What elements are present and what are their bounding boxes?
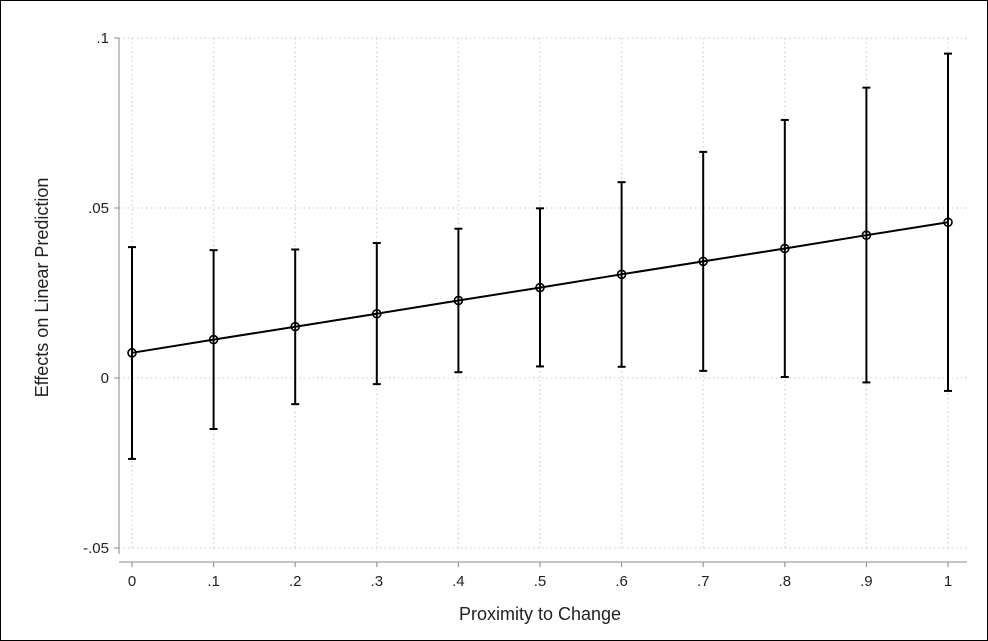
- data-point: [698, 256, 709, 267]
- x-axis-title: Proximity to Change: [459, 604, 621, 624]
- y-axis-title: Effects on Linear Prediction: [32, 178, 52, 398]
- x-tick-label: 1: [944, 573, 952, 590]
- data-point: [861, 230, 872, 240]
- y-tick-label: .05: [88, 200, 109, 217]
- data-point: [616, 269, 627, 280]
- x-tick-label: .5: [534, 573, 547, 590]
- data-point: [290, 321, 301, 332]
- data-point-center: [130, 351, 134, 354]
- y-tick-label: 0: [101, 370, 109, 387]
- data-point: [535, 282, 545, 293]
- data-point-center: [294, 325, 297, 328]
- data-point-center: [375, 312, 378, 315]
- data-point: [208, 334, 219, 345]
- gridlines: [119, 37, 967, 549]
- data-point: [371, 308, 382, 319]
- data-point-center: [865, 234, 868, 237]
- x-tick-label: .8: [779, 573, 792, 590]
- data-point-center: [620, 273, 623, 276]
- x-tick-label: .3: [371, 573, 384, 590]
- axes: [114, 37, 967, 567]
- data-point: [779, 243, 790, 254]
- x-tick-label: .7: [697, 573, 710, 590]
- data-point-center: [946, 221, 950, 224]
- y-tick-label: .1: [96, 30, 109, 47]
- data-point-center: [538, 286, 542, 289]
- x-tick-label: .4: [452, 573, 465, 590]
- data-point: [453, 295, 464, 306]
- x-tick-label: .9: [860, 573, 873, 590]
- x-tick-label: .1: [207, 573, 220, 590]
- x-tick-label: 0: [128, 573, 136, 590]
- data-point: [127, 348, 137, 358]
- y-tick-label: -.05: [83, 540, 109, 557]
- data-point-center: [457, 299, 460, 302]
- data-point-center: [702, 260, 705, 263]
- data-point: [943, 217, 953, 228]
- data-point-center: [212, 338, 215, 341]
- tick-labels: -.05 0 .05 .1 0 .1 .2 .3 .4 .5 .6 .7 .8 .9 1: [83, 30, 952, 590]
- data-point-center: [783, 247, 786, 250]
- point-estimates: [127, 217, 953, 358]
- x-tick-label: .2: [289, 573, 302, 590]
- x-tick-label: .6: [615, 573, 628, 590]
